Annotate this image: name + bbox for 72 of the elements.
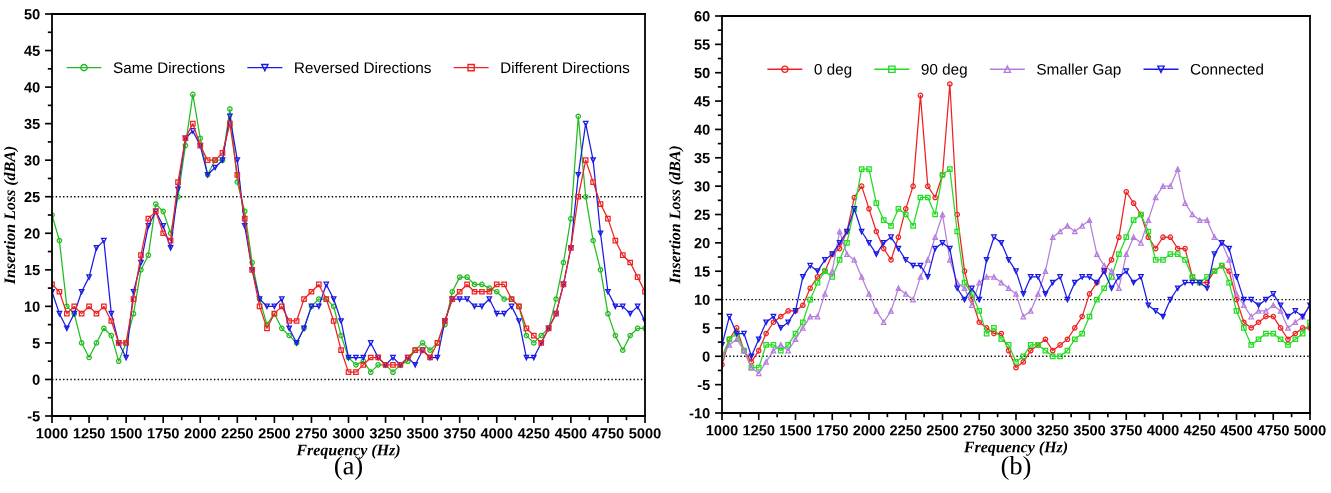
y-tick-label: 5 (702, 323, 710, 334)
y-tick-label: 30 (694, 181, 710, 192)
x-tick-label: 1250 (743, 425, 775, 436)
x-tick-label: 3750 (1110, 425, 1142, 436)
y-tick-label: 0 (702, 351, 710, 362)
x-tick-label: 4000 (1147, 425, 1179, 436)
x-tick-label: 1250 (73, 428, 105, 439)
x-tick-label: 4500 (554, 428, 587, 439)
legend-label: Reversed Directions (295, 61, 431, 74)
y-tick-label: 55 (694, 39, 710, 50)
x-tick-label: 2250 (221, 428, 253, 439)
y-tick-label: 20 (24, 228, 40, 239)
y-axis-title: Insertion Loss (dBA) (669, 146, 684, 284)
legend-label: 90 deg (921, 63, 967, 78)
x-tick-label: 2750 (295, 428, 328, 439)
y-tick-label: 40 (24, 82, 40, 93)
x-tick-label: 4000 (480, 428, 513, 439)
x-tick-label: 1000 (36, 428, 68, 439)
y-tick-label: -10 (689, 408, 710, 419)
x-tick-label: 2000 (184, 428, 216, 439)
y-tick-label: 45 (24, 45, 40, 56)
x-tick-label: 4250 (517, 428, 550, 439)
y-tick-label: 0 (32, 374, 40, 385)
x-tick-label: 2000 (853, 425, 885, 436)
x-tick-label: 4750 (591, 428, 624, 439)
y-tick-label: -5 (697, 379, 710, 391)
legend-label: Connected (1190, 63, 1263, 75)
y-tick-label: 50 (24, 9, 40, 20)
y-tick-label: 25 (24, 191, 40, 203)
y-tick-label: 60 (694, 11, 710, 22)
x-tick-label: 5000 (1294, 425, 1326, 436)
y-tick-label: 40 (694, 124, 710, 135)
legend-label: Smaller Gap (1037, 63, 1121, 78)
legend-label: Different Directions (501, 61, 630, 74)
x-tick-label: 3000 (332, 428, 365, 439)
y-tick-label: 35 (694, 152, 710, 164)
text: (b) (1001, 456, 1031, 480)
x-tick-label: 2250 (890, 425, 922, 436)
y-tick-label: 50 (694, 67, 710, 79)
y-tick-label: 15 (694, 266, 710, 277)
x-tick-label: 1500 (780, 425, 812, 436)
x-tick-label: 2750 (963, 425, 995, 436)
x-tick-label: 3750 (443, 428, 476, 439)
y-axis-title: Insertion Loss (dBA) (3, 146, 19, 285)
y-tick-label: 45 (694, 96, 710, 107)
x-tick-label: 3000 (1000, 425, 1032, 436)
x-tick-label: 1500 (110, 428, 142, 439)
x-tick-label: 3500 (1073, 425, 1106, 436)
x-axis-title: Frequency (Hz) (963, 441, 1068, 456)
y-tick-label: 30 (24, 155, 40, 166)
legend-label: 0 deg (814, 63, 852, 78)
x-tick-label: 3250 (369, 428, 402, 439)
x-tick-label: 4750 (1257, 425, 1289, 436)
x-tick-label: 3250 (1036, 425, 1069, 436)
x-tick-label: 1750 (816, 425, 848, 436)
y-tick-label: 35 (24, 118, 40, 130)
y-tick-label: 15 (24, 265, 40, 276)
x-tick-label: 2500 (926, 425, 959, 436)
y-tick-label: 5 (32, 338, 40, 349)
y-tick-label: 10 (694, 294, 710, 305)
x-tick-label: 2500 (258, 428, 290, 439)
x-tick-label: 3500 (406, 428, 439, 439)
x-tick-label: 4500 (1220, 425, 1253, 436)
x-tick-label: 5000 (629, 428, 661, 439)
y-tick-label: 20 (694, 237, 710, 249)
x-tick-label: 1750 (147, 428, 179, 439)
legend-label: Same Directions (113, 61, 225, 74)
y-tick-label: 10 (24, 301, 40, 312)
y-tick-label: -5 (27, 411, 40, 422)
x-tick-label: 4250 (1183, 425, 1216, 436)
y-tick-label: 25 (694, 209, 710, 220)
x-tick-label: 1000 (706, 425, 738, 436)
